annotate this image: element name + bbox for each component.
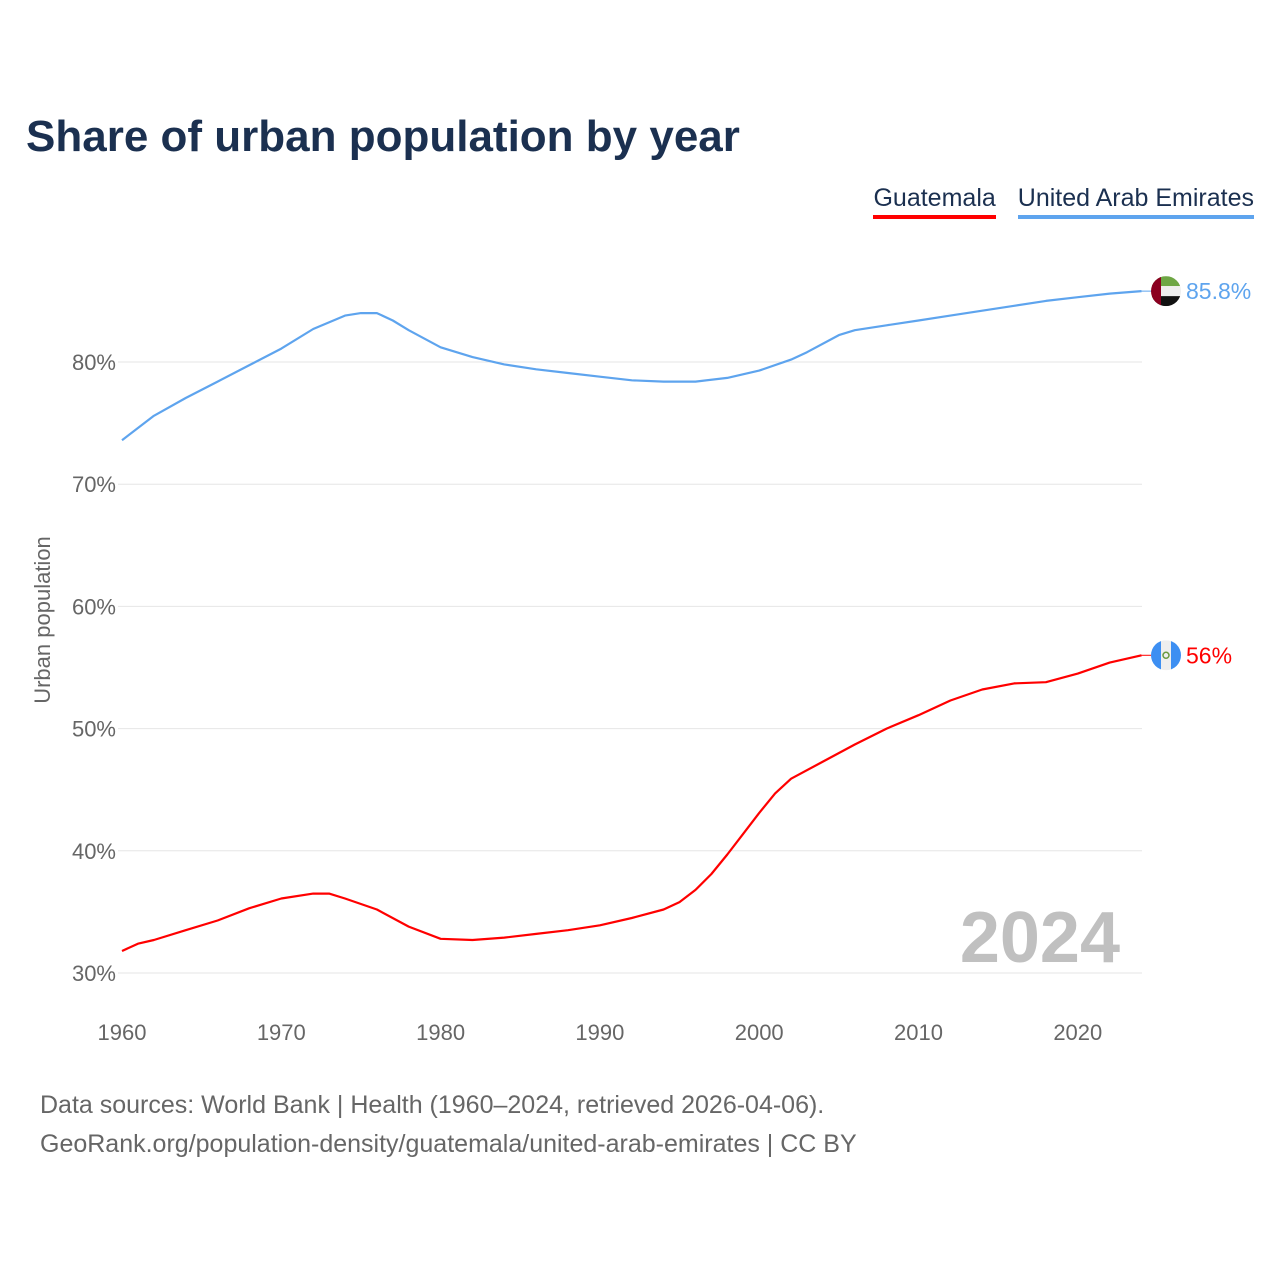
end-value-label: 85.8%	[1186, 278, 1251, 304]
footer: Data sources: World Bank | Health (1960–…	[40, 1086, 857, 1164]
series-line-guatemala	[121, 654, 1142, 952]
x-tick-label: 2000	[735, 1020, 784, 1045]
x-tick-label: 1960	[98, 1020, 147, 1045]
uae-flag-icon	[1151, 276, 1181, 307]
y-tick-label: 80%	[72, 350, 116, 375]
y-axis-label: Urban population	[30, 536, 55, 704]
y-tick-label: 30%	[72, 961, 116, 986]
x-tick-label: 1970	[257, 1020, 306, 1045]
legend: Guatemala United Arab Emirates	[873, 184, 1254, 219]
guatemala-flag-icon	[1151, 640, 1181, 671]
end-value-label: 56%	[1186, 642, 1232, 668]
y-tick-label: 70%	[72, 472, 116, 497]
series-line-uae	[121, 290, 1142, 442]
legend-item-uae[interactable]: United Arab Emirates	[1017, 184, 1254, 219]
x-tick-label: 2010	[894, 1020, 943, 1045]
y-tick-label: 60%	[72, 594, 116, 619]
y-tick-label: 40%	[72, 839, 116, 864]
x-tick-label: 2020	[1053, 1020, 1102, 1045]
year-watermark: 2024	[960, 898, 1120, 978]
attribution-link[interactable]: GeoRank.org/population-density/guatemala…	[40, 1130, 857, 1158]
legend-item-guatemala[interactable]: Guatemala	[873, 184, 996, 219]
x-tick-label: 1980	[416, 1020, 465, 1045]
x-tick-label: 1990	[575, 1020, 624, 1045]
data-source-text: Data sources: World Bank | Health (1960–…	[40, 1091, 825, 1119]
chart-title: Share of urban population by year	[26, 112, 740, 161]
y-tick-label: 50%	[72, 717, 116, 742]
